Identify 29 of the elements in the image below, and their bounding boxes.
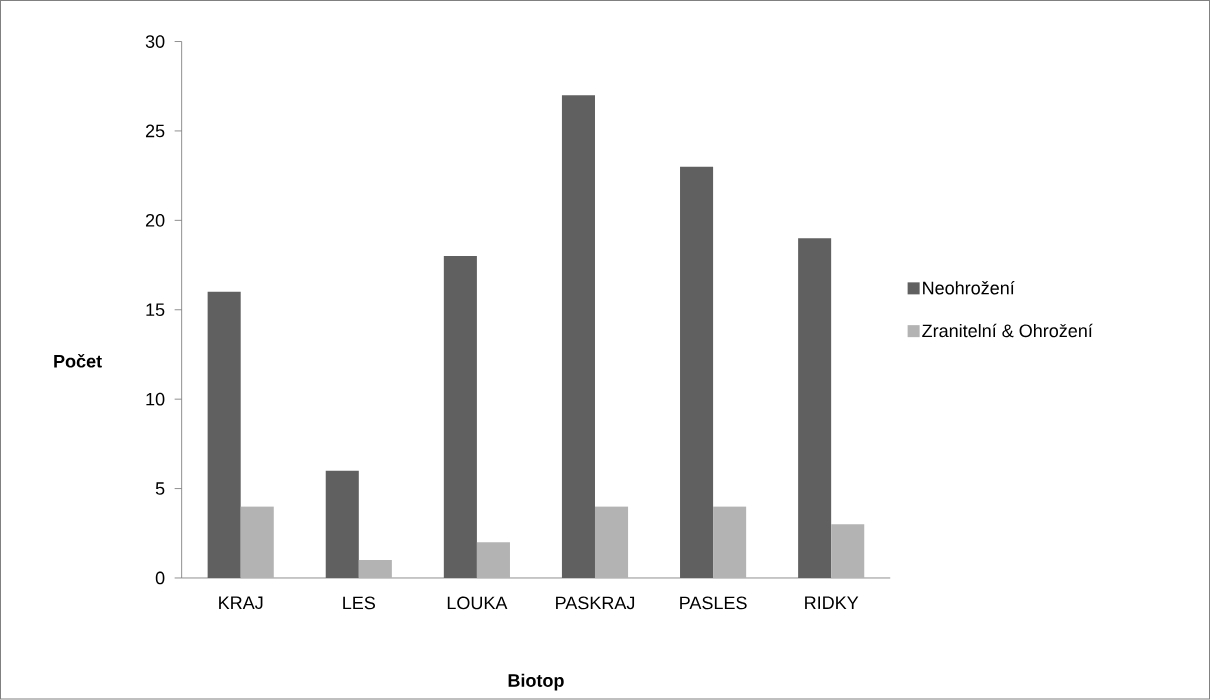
bar bbox=[240, 506, 274, 579]
y-tick-label: 15 bbox=[146, 303, 165, 317]
bar bbox=[443, 256, 477, 579]
bar bbox=[595, 506, 629, 579]
bar bbox=[358, 560, 392, 579]
y-tick-label: 10 bbox=[146, 392, 165, 406]
x-tick-label: RIDKY bbox=[805, 596, 859, 610]
x-axis-title: Biotop bbox=[508, 673, 564, 691]
bar bbox=[476, 542, 510, 579]
x-tick-label: PASLES bbox=[680, 596, 747, 610]
x-tick-label: LOUKA bbox=[447, 596, 508, 610]
y-tick-label: 20 bbox=[145, 214, 165, 227]
x-tick-label: LES bbox=[343, 596, 375, 610]
bar bbox=[325, 470, 359, 579]
legend-label: Zranitelní & Ohrožení bbox=[922, 323, 1093, 338]
y-tick-label: 30 bbox=[145, 35, 165, 49]
bar bbox=[207, 292, 241, 579]
bar bbox=[680, 166, 714, 579]
x-tick-label: PASKRAJ bbox=[556, 596, 635, 610]
y-tick-label: 5 bbox=[155, 482, 165, 496]
y-tick-label: 0 bbox=[155, 571, 165, 585]
y-tick-label: 25 bbox=[145, 124, 165, 138]
bar bbox=[798, 238, 832, 579]
bar bbox=[831, 524, 865, 579]
bar bbox=[713, 506, 747, 579]
y-axis-title: Počet bbox=[54, 354, 102, 368]
x-tick-label: KRAJ bbox=[219, 596, 263, 610]
legend-label: Neohrožení bbox=[923, 281, 1015, 295]
bar bbox=[561, 95, 595, 579]
